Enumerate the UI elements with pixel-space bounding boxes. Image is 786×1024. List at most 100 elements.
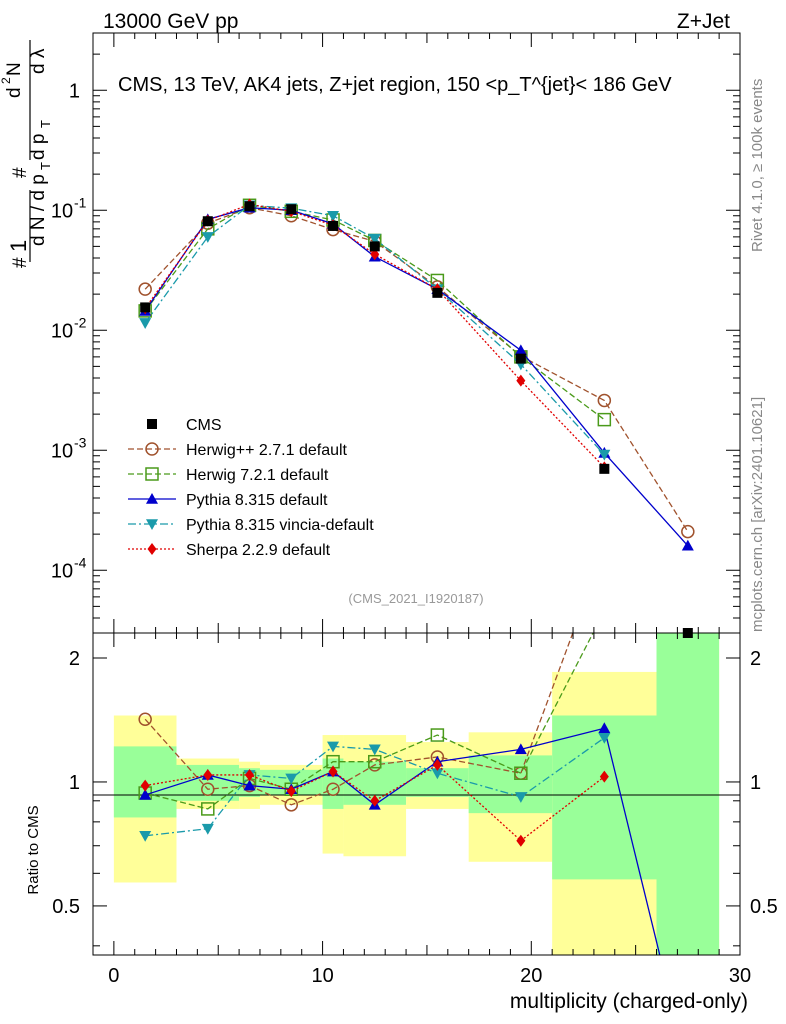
cms-point-6: [432, 287, 443, 298]
legend-marker-3: [146, 519, 158, 530]
legend-label-3: Pythia 8.315 vincia-default: [186, 517, 374, 534]
ratio-4-point-8: [599, 770, 609, 783]
series-line-0: [144, 207, 689, 532]
ratio-4-point-4: [328, 765, 338, 778]
svg-text:2: 2: [0, 77, 13, 84]
process-label: Z+Jet: [677, 10, 730, 33]
main-panel-series: [138, 198, 695, 551]
ratio-4-point-3: [286, 785, 296, 798]
svg-text:#: #: [10, 257, 31, 268]
y-tick-label-3: 10: [51, 440, 73, 462]
svg-text:d λ: d λ: [28, 48, 49, 74]
rivet-label: Rivet 4.1.0, ≥ 100k events: [749, 79, 766, 252]
y-tick-label-0: 1: [69, 80, 80, 102]
series-3-point-5: [368, 233, 381, 245]
ratio-label-right-1: 1: [750, 772, 761, 794]
svg-text:d: d: [4, 87, 25, 98]
series-0-point-9: [681, 524, 695, 539]
series-3-point-8: [598, 449, 611, 461]
y-tick-label-2: 10: [51, 320, 73, 342]
ratio-0-point-4: [326, 782, 340, 797]
legend-marker-1: [145, 467, 159, 481]
ratio-frame: [92, 632, 741, 956]
cms-point-0: [140, 302, 151, 313]
ratio-1-point-5: [368, 754, 382, 769]
ratio-4-point-0: [140, 779, 150, 792]
ratio-3-point-7: [514, 792, 527, 803]
series-1-point-8: [597, 412, 612, 427]
ratio-1-point-7: [514, 766, 528, 780]
y-tick-exp-3: -3: [74, 434, 87, 450]
ratio-4-point-6: [432, 758, 442, 771]
svg-text:d N / d p: d N / d p: [28, 174, 49, 246]
ratio-label-left-2: 2: [69, 648, 80, 670]
analysis-label: (CMS_2021_I1920187): [348, 591, 483, 606]
ratio-1-point-6: [430, 728, 445, 742]
cms-point-4: [328, 220, 339, 231]
ratio-0-point-1: [201, 782, 215, 797]
legend-marker-4: [147, 543, 157, 555]
cms-point-8: [599, 463, 610, 474]
mcplots-label: mcplots.cern.ch [arXiv:2401.10621]: [749, 397, 766, 632]
ratio-label-right-0: 0.5: [750, 896, 778, 918]
ratio-2-point-8: [598, 722, 611, 734]
legend-label-1: Herwig 7.2.1 default: [186, 467, 329, 484]
ratio-2-point-2: [243, 779, 256, 791]
legend-label-2: Pythia 8.315 default: [186, 492, 328, 509]
series-2-point-7: [514, 344, 527, 356]
svg-text:d p: d p: [28, 134, 49, 160]
y-axis-label: # 1 d N / d p T # d p T d 2 N d λ: [0, 40, 53, 268]
ratio-label-right-2: 2: [750, 648, 761, 670]
legend-cms-marker: [147, 419, 157, 429]
y-tick-label-4: 10: [51, 560, 73, 582]
legend-label-0: Herwig++ 2.7.1 default: [186, 442, 348, 459]
cms-point-3: [286, 204, 297, 215]
band-stat-9: [656, 633, 720, 955]
ratio-2-point-7: [514, 743, 527, 755]
y-tick-label-1: 10: [51, 200, 73, 222]
ratio-3-point-8: [598, 733, 611, 744]
series-4-point-7: [516, 374, 526, 387]
y-tick-exp-2: -2: [74, 314, 87, 330]
legend-cms-label: CMS: [186, 417, 222, 434]
band-stat-7: [468, 755, 553, 814]
ratio-line-2: [144, 727, 661, 955]
svg-text:T: T: [38, 120, 53, 128]
svg-text:1: 1: [6, 240, 31, 252]
cms-point-7: [515, 353, 526, 364]
x-tick-label-10: 10: [311, 965, 333, 987]
ratio-4-point-1: [203, 768, 213, 781]
legend-label-4: Sherpa 2.2.9 default: [186, 542, 331, 559]
series-2-point-9: [681, 539, 694, 551]
ratio-line-1: [145, 633, 594, 810]
x-axis-label: multiplicity (charged-only): [510, 990, 748, 1013]
ratio-line-0: [144, 633, 574, 806]
ratio-axis-label: Ratio to CMS: [25, 805, 42, 894]
legend-marker-0: [145, 442, 159, 456]
ratio-4-point-2: [245, 768, 255, 781]
series-3-point-0: [139, 318, 152, 329]
y-tick-exp-1: -1: [74, 194, 87, 210]
ratio-label-left-1: 1: [69, 772, 80, 794]
ratio-4-point-5: [370, 794, 380, 807]
ratio-0-point-0: [138, 712, 152, 726]
series-3-point-4: [327, 210, 340, 222]
ratio-panel-series: [138, 633, 661, 955]
ratio-label-left-0: 0.5: [52, 896, 80, 918]
cms-point-2: [244, 201, 255, 212]
series-line-4: [144, 203, 605, 468]
series-0-point-0: [138, 282, 152, 296]
ratio-3-point-3: [285, 773, 298, 785]
legend-marker-2: [146, 493, 158, 504]
energy-label: 13000 GeV pp: [103, 10, 238, 33]
x-tick-label-30: 30: [729, 965, 751, 987]
legend: CMS Herwig++ 2.7.1 default Herwig 7.2.1 de…: [128, 417, 374, 559]
svg-text:N: N: [4, 62, 25, 76]
ratio-3-point-1: [201, 823, 214, 835]
ratio-2-point-0: [139, 788, 152, 800]
ratio-clip-4: [140, 758, 609, 847]
svg-text:T: T: [38, 162, 53, 170]
ratio-3-point-0: [139, 831, 152, 842]
ratio-3-point-6: [431, 768, 444, 780]
